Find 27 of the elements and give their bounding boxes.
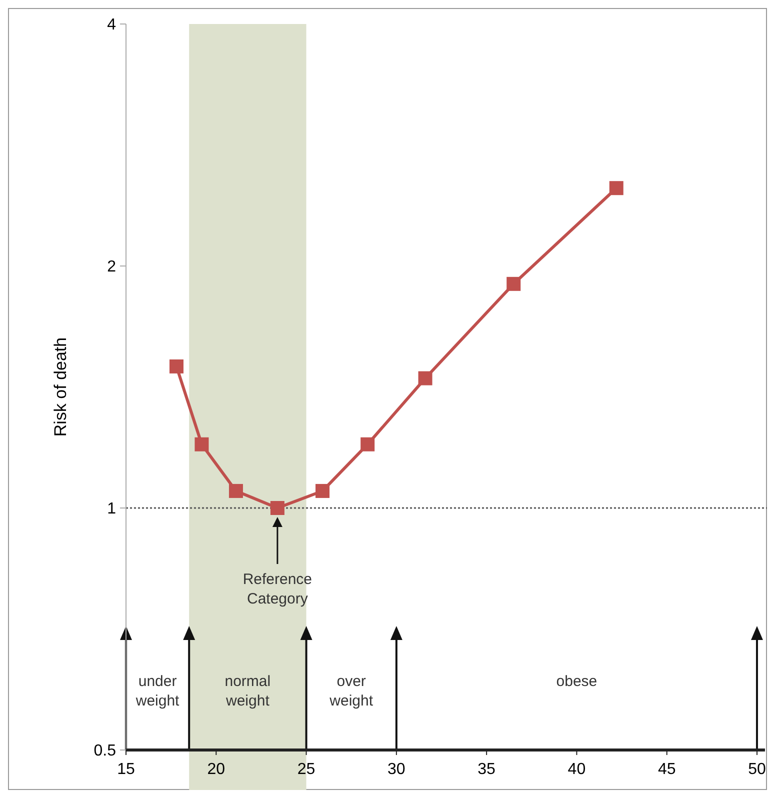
annotation: obese [556,673,598,690]
y-axis-title: Risk of death [51,337,70,437]
x-tick-label: 45 [658,761,676,778]
x-tick-label: 15 [117,761,135,778]
x-tick-label: 20 [207,761,226,778]
point [194,437,209,452]
y-tick-label: 2 [107,258,116,276]
x-tick-label: 35 [478,761,496,778]
y-tick-label: 1 [107,500,116,518]
annotation: Reference Category [242,571,312,608]
x-tick-label: 30 [388,761,406,778]
point [360,437,375,452]
point [270,501,284,515]
y-tick-label: 0.5 [94,742,116,760]
y-tick-label: 4 [107,16,116,34]
x-tick-label: 25 [297,761,316,778]
point [169,359,184,374]
x-tick-label: 50 [748,761,766,778]
annotation: normal weight [224,673,271,710]
point [418,371,432,386]
point [316,484,330,498]
point [228,484,243,498]
x-tick-label: 40 [568,761,586,778]
annotation: over weight [328,673,374,710]
point [506,276,521,291]
annotation: under weight [134,673,180,710]
point [609,181,624,196]
